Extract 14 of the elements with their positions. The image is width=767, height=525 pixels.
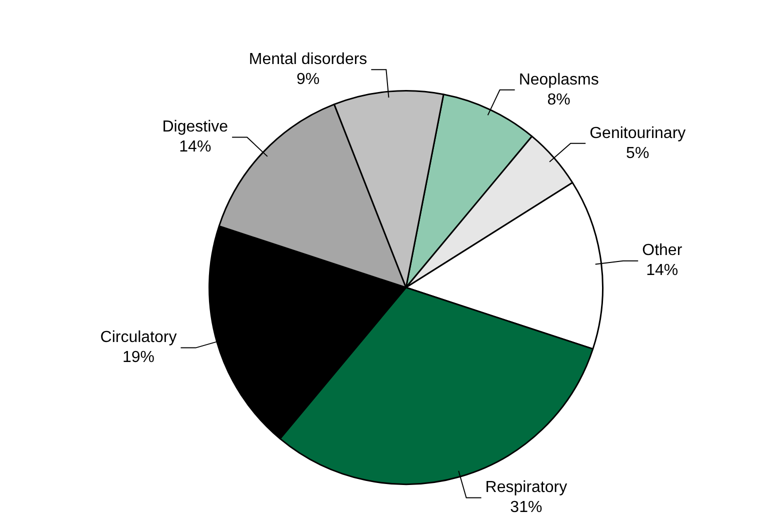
slice-label: Genitourinary [590, 124, 686, 142]
data-label: 5% [626, 144, 650, 162]
slice-label: Circulatory [100, 329, 177, 346]
slice-label: Respiratory [485, 479, 568, 496]
data-label: 19% [122, 349, 155, 366]
slice-label: Digestive [162, 118, 228, 136]
slice-label: Neoplasms [518, 71, 599, 88]
data-label: 14% [646, 262, 678, 280]
data-label: 31% [510, 499, 542, 516]
slice-label: Other [642, 242, 683, 260]
slice-label: Mental disorders [248, 51, 368, 68]
data-label: 14% [179, 138, 212, 156]
data-label: 9% [296, 71, 320, 88]
data-label: 8% [547, 91, 570, 108]
